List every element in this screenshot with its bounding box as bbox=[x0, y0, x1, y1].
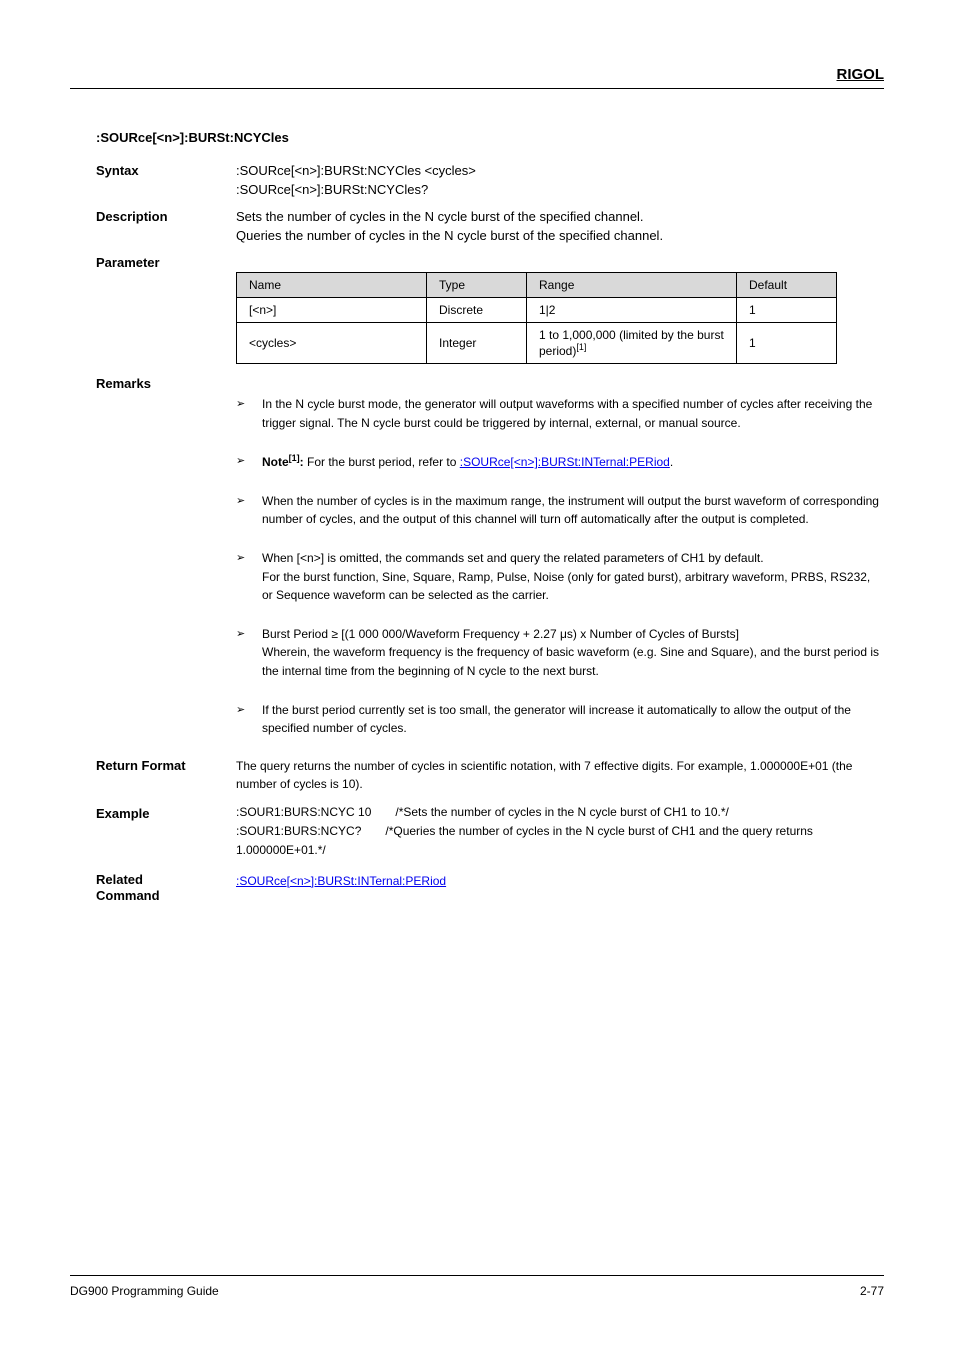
related-command-link[interactable]: :SOURce[<n>]:BURSt:INTernal:PERiod bbox=[236, 874, 446, 888]
syntax-line-2: :SOURce[<n>]:BURSt:NCYCles? bbox=[236, 182, 428, 197]
list-item: Burst Period ≥ [(1 000 000/Waveform Freq… bbox=[236, 625, 884, 681]
description-label: Description bbox=[96, 209, 236, 224]
td: Integer bbox=[427, 323, 527, 364]
list-item: If the burst period currently set is too… bbox=[236, 701, 884, 738]
return-format-label: Return Format bbox=[96, 758, 236, 775]
th-name: Name bbox=[237, 273, 427, 298]
link-burst-internal-period[interactable]: :SOURce[<n>]:BURSt:INTernal:PERiod bbox=[460, 455, 670, 469]
th-range: Range bbox=[527, 273, 737, 298]
syntax-label: Syntax bbox=[96, 163, 236, 178]
th-default: Default bbox=[737, 273, 837, 298]
return-format-text: The query returns the number of cycles i… bbox=[236, 757, 884, 794]
table-row: [<n>] Discrete 1|2 1 bbox=[237, 298, 837, 323]
table-row: <cycles> Integer 1 to 1,000,000 (limited… bbox=[237, 323, 837, 364]
syntax-line-1: :SOURce[<n>]:BURSt:NCYCles <cycles> bbox=[236, 163, 476, 178]
bottom-rule bbox=[70, 1275, 884, 1276]
list-item: When the number of cycles is in the maxi… bbox=[236, 492, 884, 529]
list-item: Note[1]: For the burst period, refer to … bbox=[236, 452, 884, 472]
list-item: When [<n>] is omitted, the commands set … bbox=[236, 549, 884, 605]
command-title-row: :SOURce[<n>]:BURSt:NCYCles bbox=[96, 130, 884, 145]
remarks-label: Remarks bbox=[96, 376, 236, 391]
parameter-label: Parameter bbox=[96, 255, 236, 270]
table-header-row: Name Type Range Default bbox=[237, 273, 837, 298]
td: 1|2 bbox=[527, 298, 737, 323]
related-label: RelatedCommand bbox=[96, 872, 236, 903]
td: 1 bbox=[737, 323, 837, 364]
td: 1 to 1,000,000 (limited by the burst per… bbox=[527, 323, 737, 364]
top-rule bbox=[70, 88, 884, 89]
description-line-2: Queries the number of cycles in the N cy… bbox=[236, 228, 663, 243]
list-item: In the N cycle burst mode, the generator… bbox=[236, 395, 884, 432]
example-line: :SOUR1:BURS:NCYC?/*Queries the number of… bbox=[236, 822, 884, 860]
example-line: :SOUR1:BURS:NCYC 10/*Sets the number of … bbox=[236, 803, 884, 822]
td: Discrete bbox=[427, 298, 527, 323]
parameter-table: Name Type Range Default [<n>] Discrete 1… bbox=[236, 272, 837, 364]
footer-right: 2-77 bbox=[860, 1284, 884, 1298]
example-label: Example bbox=[96, 806, 236, 821]
brand-label: RIGOL bbox=[837, 66, 885, 83]
command-title: :SOURce[<n>]:BURSt:NCYCles bbox=[96, 130, 289, 145]
td: <cycles> bbox=[237, 323, 427, 364]
footer-left: DG900 Programming Guide bbox=[70, 1284, 219, 1298]
description-line-1: Sets the number of cycles in the N cycle… bbox=[236, 209, 644, 224]
td: 1 bbox=[737, 298, 837, 323]
th-type: Type bbox=[427, 273, 527, 298]
remarks-list: In the N cycle burst mode, the generator… bbox=[236, 395, 884, 738]
td: [<n>] bbox=[237, 298, 427, 323]
